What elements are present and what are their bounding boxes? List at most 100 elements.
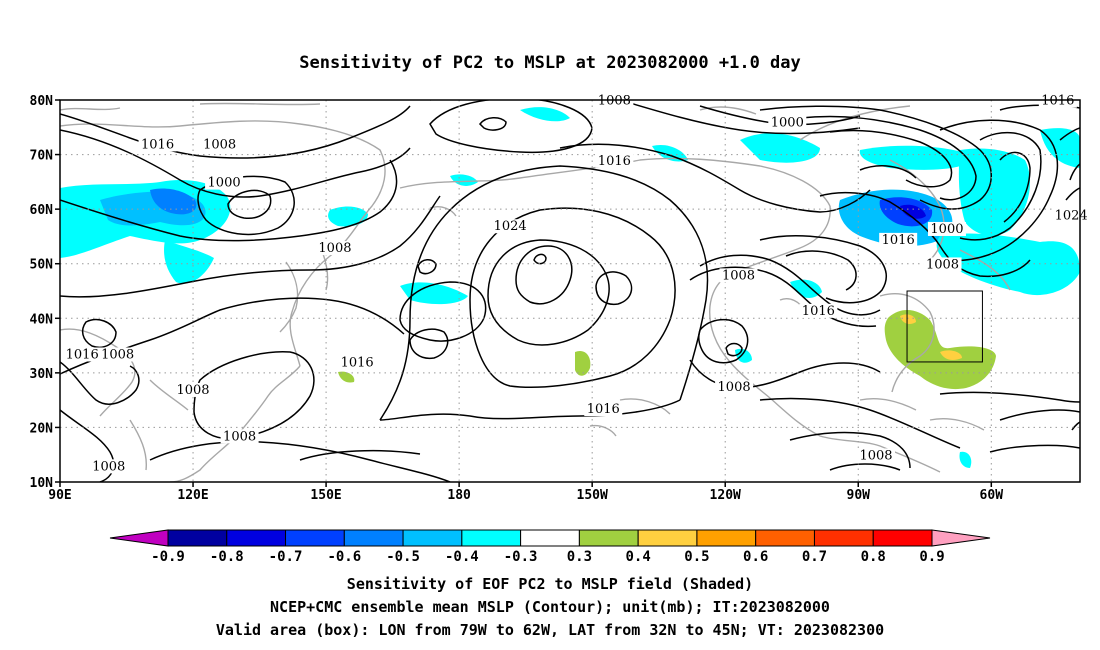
contour-label: 1000 — [208, 176, 241, 191]
contour-label: 1016 — [882, 233, 915, 248]
contour-label: 1016 — [66, 347, 99, 362]
lat-tick-label: 70N — [30, 149, 54, 164]
colorbar-swatch — [520, 529, 580, 547]
colorbar-max-arrow — [931, 529, 991, 547]
contour-label-bg — [89, 459, 128, 474]
colorbar-swatch — [167, 529, 228, 547]
colorbar-swatch — [461, 529, 522, 547]
colorbar-swatch — [343, 529, 404, 547]
contour-label: 1016 — [598, 154, 631, 169]
contour-label: 1008 — [926, 257, 959, 272]
contour-label-bg — [927, 221, 966, 236]
sensitivity-shading — [60, 107, 1080, 468]
colorbar-label: 0.9 — [919, 549, 944, 565]
caption-line-1: Sensitivity of EOF PC2 to MSLP field (Sh… — [347, 575, 753, 593]
lon-tick-label: 150W — [577, 488, 608, 503]
colorbar-label: 0.8 — [861, 549, 886, 565]
colorbar-label: 0.3 — [567, 549, 592, 565]
caption-line-3: Valid area (box): LON from 79W to 62W, L… — [216, 621, 884, 639]
longitude-axis: 90E 120E 150E 180 150W 120W 90W 60W — [48, 482, 1003, 503]
contour-label-bg — [715, 380, 754, 395]
contour-label-bg — [768, 115, 807, 130]
contour-label-bg — [923, 257, 962, 272]
lat-tick-label: 30N — [30, 367, 54, 382]
contour-label-bg — [338, 355, 377, 370]
contour-label: 1016 — [341, 356, 374, 371]
lon-tick-label: 150E — [310, 488, 341, 503]
map-area — [60, 100, 1080, 482]
contour-label-bg — [315, 241, 354, 256]
contour-label-bg — [595, 153, 634, 168]
colorbar-label: 0.5 — [684, 549, 709, 565]
contour-label: 1008 — [598, 94, 631, 109]
lon-tick-label: 120E — [177, 488, 208, 503]
contour-label-bg — [719, 268, 758, 283]
contour-label-bg — [205, 175, 244, 190]
colorbar-swatch — [402, 529, 463, 547]
contour-label: 1024 — [1055, 208, 1088, 223]
colorbar-label: 0.7 — [802, 549, 827, 565]
contour-label: 1008 — [203, 137, 236, 152]
contour-label: 1008 — [92, 459, 125, 474]
contour-label-bg — [98, 347, 137, 362]
contour-label: 1008 — [722, 268, 755, 283]
contour-label-bg — [584, 402, 623, 417]
colorbar-label: -0.8 — [210, 549, 244, 565]
colorbar-label: -0.3 — [504, 549, 538, 565]
colorbar-label: -0.6 — [327, 549, 361, 565]
contour-label: 1008 — [176, 383, 209, 398]
lat-tick-label: 10N — [30, 476, 54, 491]
contour-label: 1008 — [223, 429, 256, 444]
contour-label: 1008 — [318, 241, 351, 256]
contour-label-bg — [857, 448, 895, 463]
colorbar-label: -0.5 — [386, 549, 420, 565]
contour-label-bg — [63, 347, 102, 362]
contour-label: 1008 — [101, 347, 134, 362]
colorbar-swatch — [872, 529, 933, 547]
contour-label: 1000 — [930, 222, 963, 237]
contour-label: 1024 — [494, 219, 527, 234]
lat-tick-label: 60N — [30, 203, 54, 218]
lon-tick-label: 90E — [48, 488, 71, 503]
figure-title: Sensitivity of PC2 to MSLP at 2023082000… — [299, 53, 801, 73]
colorbar: -0.9 -0.8 -0.7 -0.6 -0.5 -0.4 -0.3 0.3 0.4 0.5 0.6… — [109, 529, 991, 565]
contour-label-bg — [879, 232, 918, 247]
valid-area-box — [906, 290, 983, 363]
colorbar-swatch — [637, 529, 698, 547]
colorbar-swatch — [226, 529, 287, 547]
lon-tick-label: 180 — [447, 488, 471, 503]
contour-label: 1016 — [587, 402, 620, 417]
contour-label-bg — [799, 303, 838, 318]
colorbar-label: 0.4 — [626, 549, 651, 565]
map-frame — [59, 99, 1081, 483]
lon-tick-label: 90W — [847, 488, 871, 503]
contour-label: 1016 — [141, 137, 174, 152]
contour-label-bg — [174, 382, 213, 397]
lat-tick-label: 50N — [30, 258, 54, 273]
colorbar-min-arrow — [109, 529, 169, 547]
contour-label-bg — [220, 429, 259, 444]
colorbar-swatch — [696, 529, 757, 547]
contour-label-bg — [138, 137, 177, 152]
contour-label: 1008 — [718, 380, 751, 395]
colorbar-label: 0.6 — [743, 549, 768, 565]
latitude-axis: 80N 70N 60N 50N 40N 30N 20N 10N — [30, 94, 60, 491]
lat-tick-label: 20N — [30, 421, 54, 436]
caption-line-2: NCEP+CMC ensemble mean MSLP (Contour); u… — [270, 598, 830, 616]
colorbar-swatch — [755, 529, 815, 547]
lat-tick-label: 80N — [30, 94, 54, 109]
lon-tick-label: 120W — [710, 488, 741, 503]
contour-label: 1016 — [802, 304, 835, 319]
contour-label: 1016 — [1041, 94, 1074, 109]
contour-label-bg — [491, 219, 530, 234]
colorbar-label: -0.7 — [269, 549, 303, 565]
colorbar-label: -0.4 — [445, 549, 479, 565]
colorbar-label: -0.9 — [151, 549, 185, 565]
lon-tick-label: 60W — [980, 488, 1004, 503]
lat-tick-label: 40N — [30, 312, 54, 327]
contour-label-bg — [200, 137, 239, 152]
contour-label: 1008 — [859, 448, 892, 463]
colorbar-swatch — [813, 529, 874, 547]
colorbar-swatch — [285, 529, 345, 547]
